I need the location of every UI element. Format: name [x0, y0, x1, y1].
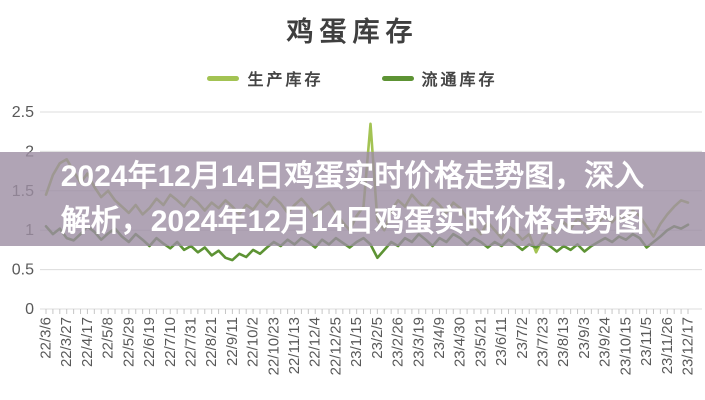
x-axis-date-label: 22/9/11 — [224, 317, 241, 366]
x-axis-date-label: 22/5/8 — [100, 317, 117, 359]
x-axis-date-label: 23/5/21 — [472, 317, 489, 367]
x-axis-date-label: 22/12/4 — [307, 317, 324, 367]
y-axis-tick-label: 0.5 — [12, 262, 34, 279]
y-axis-tick-label: 2.5 — [12, 104, 34, 121]
x-axis-date-label: 22/4/17 — [79, 317, 96, 367]
legend-item-circulation: 流通库存 — [381, 66, 498, 90]
x-axis-date-label: 22/12/25 — [327, 317, 344, 375]
x-axis-date-label: 23/11/26 — [659, 317, 676, 374]
chart-legend: 生产库存 流通库存 — [0, 66, 705, 90]
y-axis-tick-label: 2 — [25, 143, 34, 160]
legend-label-production: 生产库存 — [247, 70, 324, 89]
overlay-text-line-2: 解析，2024年12月14日鸡蛋实时价格走势图 — [60, 205, 645, 238]
circulation-line-swatch-icon — [381, 75, 414, 81]
x-axis-date-label: 22/3/27 — [58, 317, 75, 367]
x-axis-date-label: 22/10/23 — [265, 317, 282, 375]
x-axis-date-label: 23/8/13 — [555, 317, 572, 367]
chart-title: 鸡蛋库存 — [286, 17, 419, 48]
x-axis-date-label: 22/8/21 — [203, 317, 220, 367]
watermark-overlay-banner: 2024年12月14日鸡蛋实时价格走势图，深入 解析，2024年12月14日鸡蛋… — [0, 152, 705, 246]
x-axis-date-label: 22/10/2 — [245, 317, 262, 367]
x-axis-date-label: 23/1/15 — [348, 317, 365, 367]
overlay-text-line-1: 2024年12月14日鸡蛋实时价格走势图，深入 — [60, 160, 645, 193]
x-axis-date-label: 23/2/5 — [369, 317, 386, 359]
x-axis-date-label: 23/12/17 — [680, 317, 697, 375]
x-axis-date-label: 23/7/23 — [535, 317, 552, 367]
legend-label-circulation: 流通库存 — [421, 70, 498, 89]
x-axis-date-label: 23/3/19 — [410, 317, 427, 367]
x-axis-date-label: 23/9/3 — [576, 317, 593, 359]
x-axis-date-label: 23/10/15 — [617, 317, 634, 375]
production-line-swatch-icon — [207, 75, 240, 81]
legend-item-production: 生产库存 — [207, 66, 323, 90]
x-axis-date-label: 22/7/10 — [162, 317, 179, 367]
x-axis-date-label: 23/6/11 — [493, 317, 510, 366]
x-axis-date-label: 23/4/9 — [431, 317, 448, 359]
x-axis-date-label: 22/5/29 — [120, 317, 137, 367]
x-axis-date-label: 23/2/26 — [390, 317, 407, 367]
x-axis-date-label: 23/11/5 — [638, 317, 655, 366]
y-axis-tick-label: 0 — [25, 301, 34, 318]
x-axis-date-label: 23/9/24 — [597, 317, 614, 367]
x-axis-date-label: 23/7/2 — [514, 317, 531, 359]
x-axis-date-label: 22/6/19 — [141, 317, 158, 367]
x-axis-date-label: 23/4/30 — [452, 317, 469, 367]
x-axis-date-label: 22/11/13 — [286, 317, 303, 374]
x-axis-date-label: 22/7/31 — [182, 317, 199, 367]
x-axis-date-label: 22/3/6 — [38, 317, 55, 359]
